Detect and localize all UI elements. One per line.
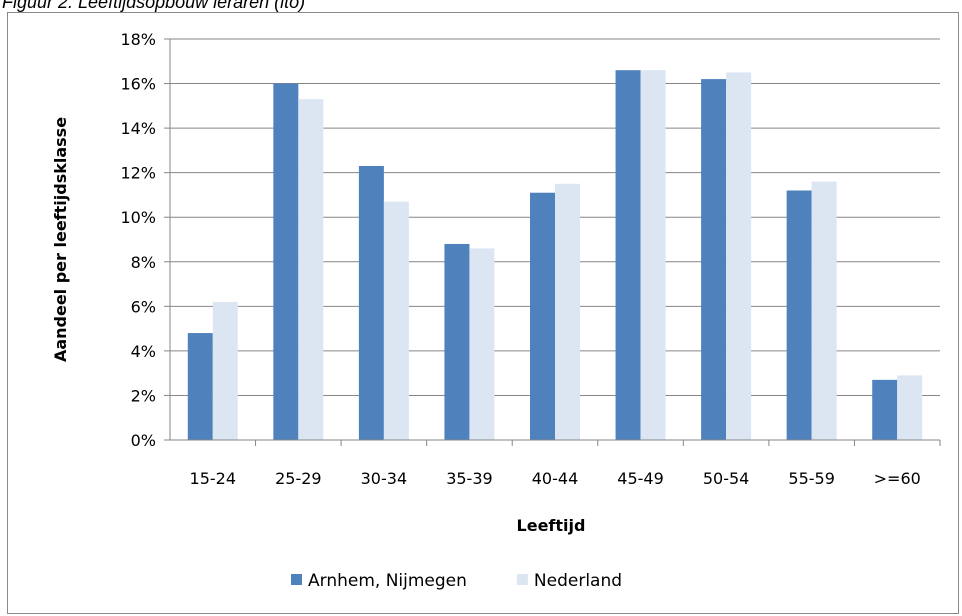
x-tick-label: 25-29 bbox=[275, 469, 322, 488]
bar-series-1-25-29 bbox=[273, 83, 299, 441]
bars bbox=[187, 70, 923, 441]
x-tick-label: 50-54 bbox=[703, 469, 750, 488]
bar-series-1-40-44 bbox=[530, 192, 555, 440]
x-tick-label: 35-39 bbox=[446, 469, 493, 488]
bar-series-1-55-59 bbox=[786, 190, 812, 440]
x-axis-title: Leeftijd bbox=[517, 516, 586, 535]
x-tick-label: 30-34 bbox=[361, 469, 408, 488]
bar-series-1-15-24 bbox=[187, 333, 213, 440]
y-tick-label: 16% bbox=[120, 75, 156, 94]
bar-series-1->=60 bbox=[872, 379, 898, 440]
bar-series-1-35-39 bbox=[444, 243, 470, 440]
chart-frame: 0% 2% 4% 6% 8% 10% 12% 14% 16% 18% 15-24 25-29 30-34… bbox=[7, 12, 959, 614]
figure-caption: Figuur 2. Leeftijdsopbouw leraren (ito) bbox=[2, 0, 306, 12]
y-tick-label: 0% bbox=[131, 431, 156, 450]
bar-series-2-55-59 bbox=[811, 181, 837, 441]
x-tick-label: 40-44 bbox=[532, 469, 579, 488]
y-tick-label: 8% bbox=[131, 253, 156, 272]
bar-series-2-40-44 bbox=[555, 183, 580, 441]
bar-chart: 0% 2% 4% 6% 8% 10% 12% 14% 16% 18% 15-24 25-29 30-34… bbox=[51, 30, 941, 591]
x-tick-label: >=60 bbox=[874, 469, 921, 488]
bar-series-2-45-49 bbox=[640, 70, 666, 440]
y-tick-label: 10% bbox=[120, 208, 156, 227]
y-tick-label: 6% bbox=[131, 297, 156, 316]
axes: 0% 2% 4% 6% 8% 10% 12% 14% 16% 18% 15-24 25-29 30-34… bbox=[120, 30, 941, 488]
bar-series-2-25-29 bbox=[298, 99, 324, 441]
x-tick-label: 15-24 bbox=[190, 469, 237, 488]
bar-series-2-30-34 bbox=[383, 201, 409, 440]
legend-label: Nederland bbox=[534, 571, 622, 591]
bar-series-2-35-39 bbox=[469, 248, 495, 440]
x-tick-label: 55-59 bbox=[788, 469, 835, 488]
y-tick-label: 14% bbox=[120, 119, 156, 138]
bar-series-2->=60 bbox=[897, 375, 923, 440]
y-tick-label: 2% bbox=[131, 386, 156, 405]
y-axis-title: Aandeel per leeftijdsklasse bbox=[51, 117, 70, 362]
y-tick-label: 4% bbox=[131, 342, 156, 361]
legend-swatch bbox=[291, 574, 302, 585]
bar-series-2-15-24 bbox=[212, 301, 238, 440]
bar-series-2-50-54 bbox=[726, 72, 752, 440]
legend-swatch bbox=[516, 574, 528, 585]
y-tick-label: 12% bbox=[120, 164, 156, 183]
legend-label: Arnhem, Nijmegen bbox=[308, 571, 467, 591]
bar-series-1-30-34 bbox=[358, 165, 384, 440]
bar-series-1-50-54 bbox=[701, 79, 727, 440]
y-tick-label: 18% bbox=[120, 30, 156, 49]
x-tick-label: 45-49 bbox=[617, 469, 664, 488]
bar-series-1-45-49 bbox=[615, 70, 641, 440]
legend: Arnhem, Nijmegen Nederland bbox=[291, 571, 622, 591]
